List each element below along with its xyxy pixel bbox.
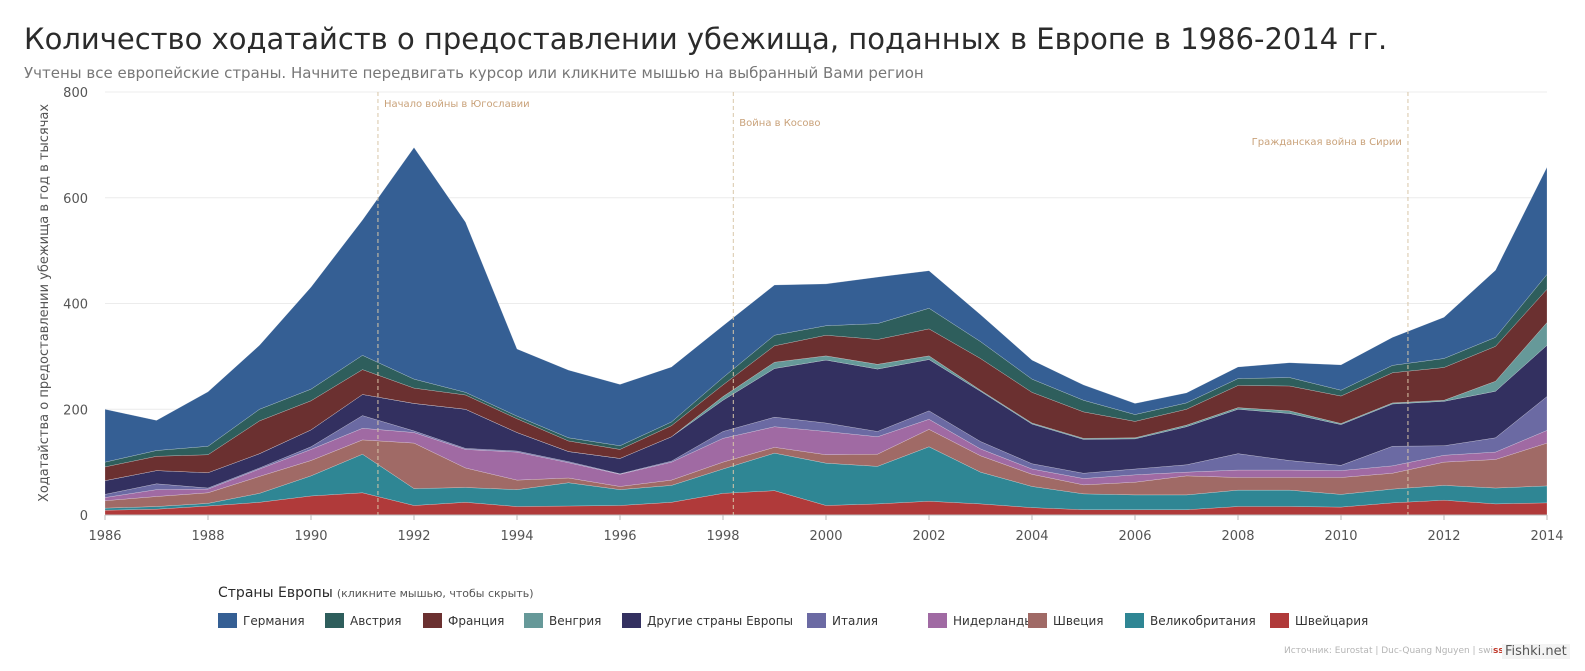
x-tick-label: 2006 (1118, 529, 1151, 544)
source-text: Источник: Eurostat | Duc-Quang Nguyen | … (1284, 646, 1493, 656)
x-tick-label: 1988 (191, 529, 224, 544)
legend-swatch (1028, 613, 1047, 628)
x-axis: 1986 1988 1990 1992 1994 1996 1998 2000 2002 2004… (88, 514, 1564, 544)
legend-swatch (1270, 613, 1289, 628)
legend-swatch (928, 613, 947, 628)
x-tick-label: 2004 (1015, 529, 1048, 544)
x-tick-label: 2008 (1221, 529, 1254, 544)
x-tick-label: 1994 (500, 529, 533, 544)
legend-label: Великобритания (1150, 614, 1256, 628)
watermark: Fishki.net (1502, 644, 1570, 659)
x-tick-label: 1986 (88, 529, 121, 544)
x-tick-label: 2014 (1530, 529, 1563, 544)
x-tick-label: 2002 (912, 529, 945, 544)
area-германия[interactable] (104, 147, 1548, 463)
legend-label: Италия (832, 614, 879, 628)
legend-label: Другие страны Европы (647, 614, 794, 628)
chart-title: Количество ходатайств о предоставлении у… (24, 22, 1388, 56)
legend-label: Франция (448, 614, 505, 628)
legend-swatch (524, 613, 543, 628)
legend-label: Нидерланды (953, 614, 1034, 628)
source-credit: Источник: Eurostat | Duc-Quang Nguyen | … (1284, 646, 1538, 656)
legend-hint: (кликните мышью, чтобы скрыть) (336, 587, 534, 600)
x-tick-label: 1996 (603, 529, 636, 544)
legend-label: Австрия (350, 614, 402, 628)
area-series (104, 147, 1548, 516)
chart-subtitle: Учтены все европейские страны. Начните п… (24, 64, 924, 82)
legend-swatch (423, 613, 442, 628)
legend-swatch (622, 613, 641, 628)
event-label: Начало войны в Югославии (384, 99, 530, 110)
x-tick-label: 2012 (1427, 529, 1460, 544)
legend-label: Венгрия (549, 614, 602, 628)
legend-label: Германия (243, 614, 305, 628)
x-tick-label: 1992 (397, 529, 430, 544)
legend-swatch (325, 613, 344, 628)
legend-title: Страны Европы (кликните мышью, чтобы скры… (218, 585, 534, 601)
legend-title-text: Страны Европы (218, 585, 333, 601)
stacked-area-chart[interactable]: Начало войны в Югославии Война в Косово Гр… (0, 0, 1585, 580)
legend-label: Швейцария (1295, 614, 1369, 628)
y-tick-label: 200 (63, 403, 88, 418)
legend-swatch (218, 613, 237, 628)
x-tick-label: 1998 (706, 529, 739, 544)
legend-swatch (807, 613, 826, 628)
y-tick-label: 0 (80, 509, 88, 524)
event-label: Гражданская война в Сирии (1252, 137, 1402, 148)
x-tick-label: 1990 (294, 529, 327, 544)
event-markers: Начало войны в Югославии Война в Косово Гр… (377, 92, 1409, 515)
x-tick-label: 2000 (809, 529, 842, 544)
x-tick-label: 2010 (1324, 529, 1357, 544)
y-tick-label: 400 (63, 298, 88, 313)
event-label: Война в Косово (739, 118, 820, 129)
legend-swatch (1125, 613, 1144, 628)
y-tick-label: 600 (63, 192, 88, 207)
y-axis-label: Ходатайства о предоставлении убежища в г… (37, 104, 52, 502)
y-tick-label: 800 (63, 86, 88, 101)
legend-label: Швеция (1053, 614, 1104, 628)
y-axis: 0 200 400 600 800 (63, 86, 88, 524)
